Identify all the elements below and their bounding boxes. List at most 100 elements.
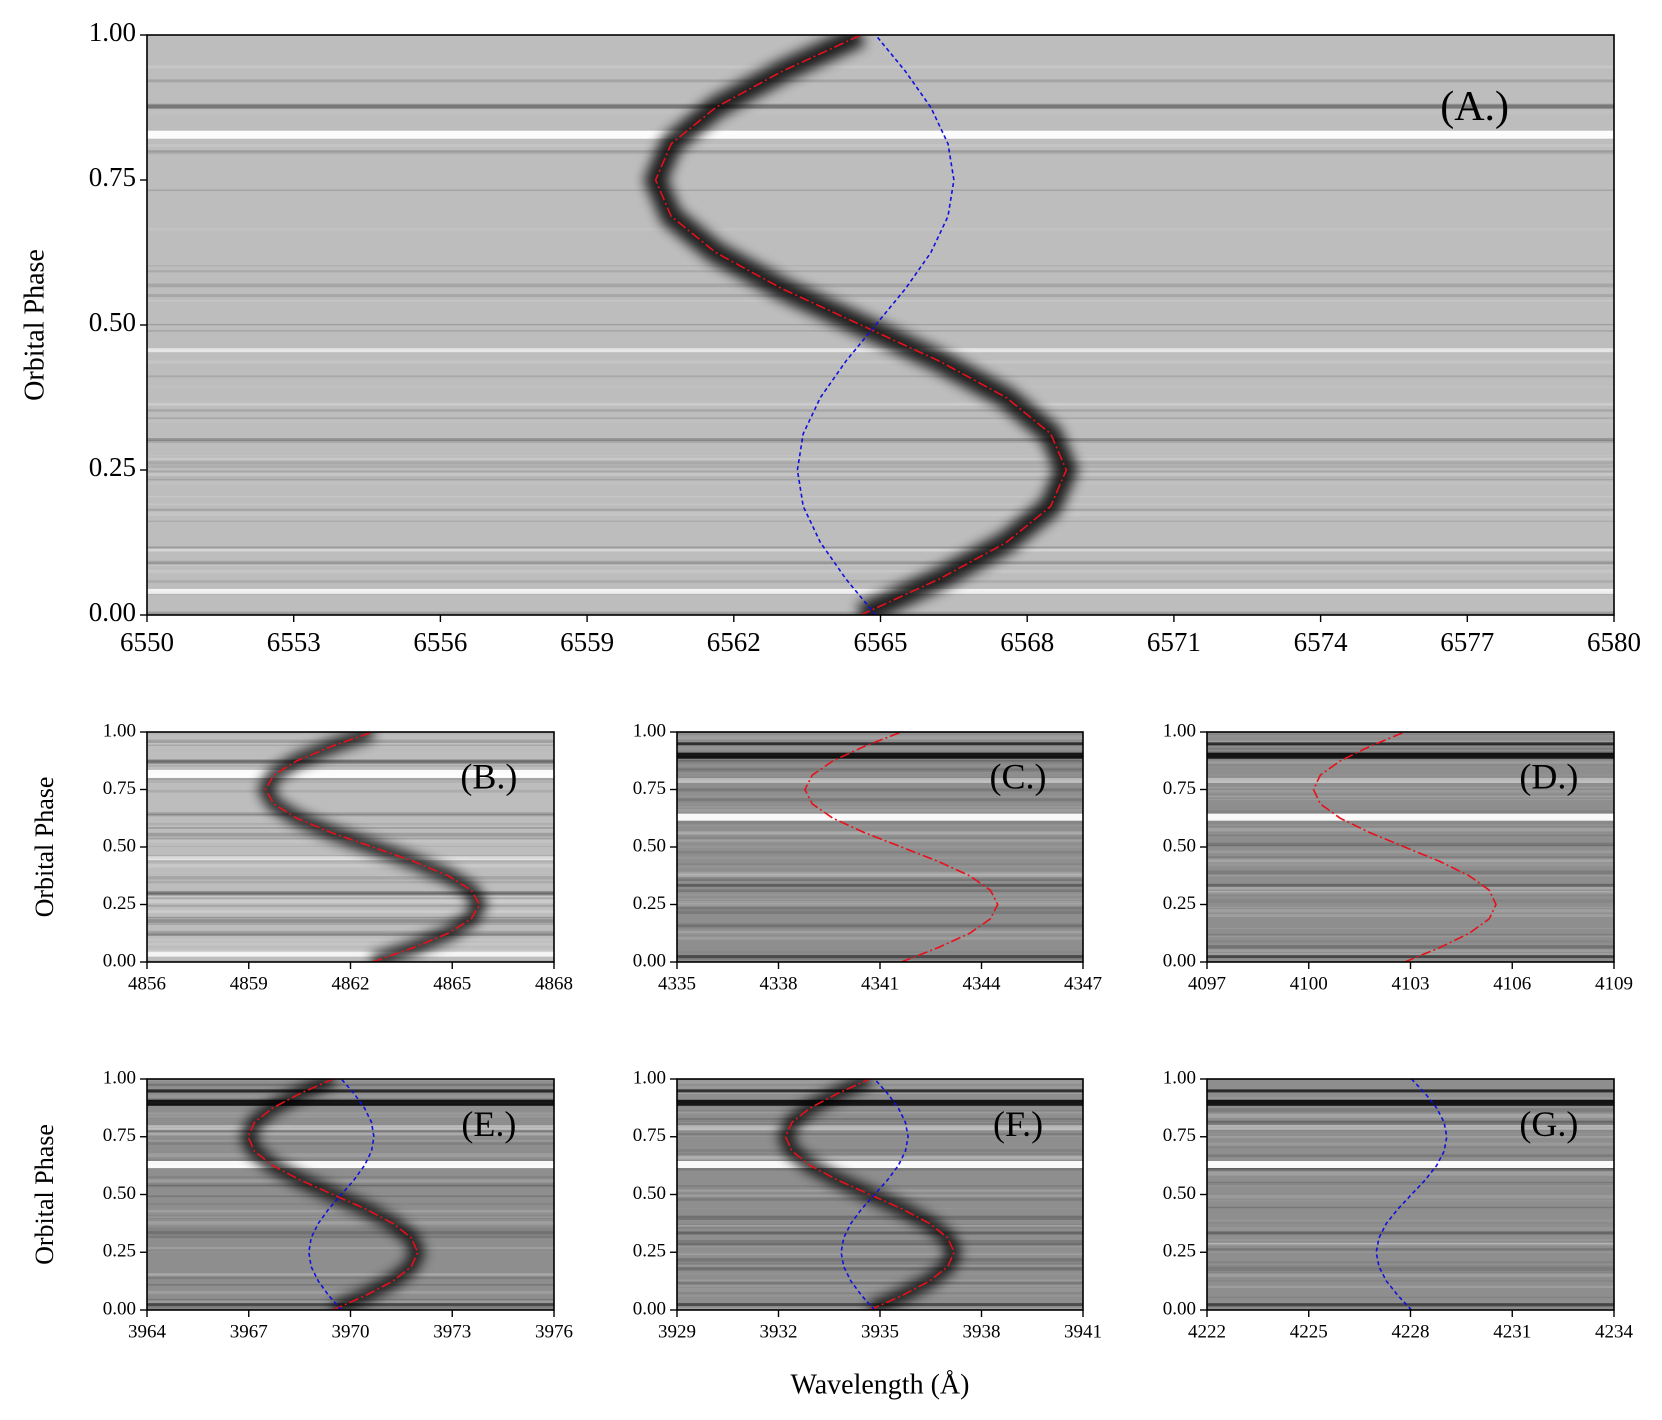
texture-stripe — [677, 1086, 1083, 1090]
texture-stripe — [677, 747, 1083, 750]
x-tick-label: 4231 — [1493, 1322, 1531, 1343]
texture-stripe — [1207, 914, 1614, 918]
texture-stripe — [677, 1242, 1083, 1246]
texture-stripe — [147, 1246, 554, 1250]
texture-stripe — [147, 461, 1614, 465]
texture-stripe — [147, 454, 1614, 457]
texture-stripe — [677, 735, 1083, 740]
texture-stripe — [1207, 810, 1614, 814]
x-tick-label: 3935 — [861, 1322, 899, 1343]
texture-stripe — [147, 439, 1614, 443]
texture-stripe — [677, 808, 1083, 813]
image-band — [147, 951, 554, 957]
texture-stripe — [147, 1216, 554, 1218]
texture-stripe — [677, 1284, 1083, 1287]
image-band — [147, 1231, 554, 1235]
texture-stripe — [147, 1275, 554, 1280]
texture-stripe — [677, 804, 1083, 807]
texture-stripe — [147, 110, 1614, 115]
image-band — [1207, 1303, 1614, 1307]
texture-stripe — [147, 777, 554, 781]
x-tick-label: 4868 — [535, 974, 573, 995]
texture-stripe — [147, 948, 554, 953]
texture-stripe — [1207, 887, 1614, 889]
texture-stripe — [147, 938, 554, 941]
x-tick-label: 3970 — [332, 1322, 370, 1343]
x-tick-label: 4225 — [1290, 1322, 1328, 1343]
spectrum-image — [677, 732, 1083, 962]
texture-stripe — [147, 893, 554, 896]
texture-stripe — [677, 1265, 1083, 1269]
texture-stripe — [1207, 891, 1614, 895]
x-tick-label: 4228 — [1392, 1322, 1430, 1343]
texture-stripe — [1207, 798, 1614, 801]
texture-stripe — [677, 831, 1083, 834]
texture-stripe — [677, 1167, 1083, 1171]
texture-stripe — [677, 1120, 1083, 1122]
x-tick-label: 4100 — [1290, 974, 1328, 995]
texture-stripe — [1207, 933, 1614, 936]
y-tick-label: 0.25 — [1163, 893, 1196, 914]
panel: 4335 4338 4341 4344 4347 0.00 0.25 0.50 0.75 1.00… — [633, 720, 1102, 994]
texture-stripe — [1207, 899, 1614, 903]
texture-stripe — [147, 144, 1614, 147]
x-tick-label: 4222 — [1188, 1322, 1226, 1343]
image-background — [147, 1079, 554, 1310]
texture-stripe — [677, 1123, 1083, 1126]
texture-stripe — [147, 402, 1614, 406]
texture-stripe — [1207, 1129, 1614, 1134]
image-band — [1207, 1161, 1614, 1169]
texture-stripe — [1207, 744, 1614, 747]
texture-stripe — [147, 470, 1614, 473]
texture-stripe — [147, 1215, 554, 1219]
texture-stripe — [677, 958, 1083, 960]
texture-stripe — [1207, 795, 1614, 798]
texture-stripe — [147, 152, 1614, 155]
texture-stripe — [147, 813, 554, 816]
texture-stripe — [1207, 1248, 1614, 1251]
image-band — [147, 1125, 554, 1131]
texture-stripe — [677, 885, 1083, 888]
texture-stripe — [147, 916, 554, 918]
texture-stripe — [1207, 1110, 1614, 1115]
panel: 4222 4225 4228 4231 4234 0.00 0.25 0.50 0.75 1.00… — [1163, 1067, 1634, 1342]
x-tick-label: 4103 — [1392, 974, 1430, 995]
panel-label: (E.) — [461, 1104, 516, 1144]
texture-stripe — [677, 1266, 1083, 1271]
texture-stripe — [147, 512, 1614, 516]
texture-stripe — [147, 931, 554, 936]
texture-stripe — [1207, 824, 1614, 827]
y-tick-label: 1.00 — [1163, 720, 1196, 741]
x-tick-label: 4865 — [433, 974, 471, 995]
texture-stripe — [147, 1115, 554, 1118]
velocity-curve — [1312, 732, 1497, 962]
y-tick-label: 0.25 — [1163, 1241, 1196, 1262]
texture-stripe — [1207, 1147, 1614, 1150]
x-tick-label: 6550 — [120, 627, 174, 657]
texture-stripe — [147, 103, 1614, 105]
image-band — [147, 1089, 554, 1093]
texture-stripe — [677, 1281, 1083, 1285]
texture-stripe — [1207, 885, 1614, 890]
x-tick-label: 6556 — [413, 627, 467, 657]
texture-stripe — [147, 876, 554, 880]
texture-stripe — [147, 862, 554, 866]
texture-stripe — [147, 1290, 554, 1294]
x-tick-label: 4859 — [230, 974, 268, 995]
image-band — [147, 130, 1614, 139]
texture-stripe — [677, 1252, 1083, 1256]
texture-stripe — [677, 1292, 1083, 1295]
y-tick-label: 0.25 — [103, 893, 136, 914]
texture-stripe — [1207, 788, 1614, 791]
y-tick-label: 0.75 — [89, 162, 136, 192]
x-tick-label: 3973 — [433, 1322, 471, 1343]
x-tick-label: 6580 — [1587, 627, 1641, 657]
texture-stripe — [147, 897, 554, 899]
y-axis-label: Orbital Phase — [19, 249, 50, 401]
x-tick-label: 3976 — [535, 1322, 573, 1343]
texture-stripe — [1207, 827, 1614, 832]
texture-stripe — [677, 877, 1083, 882]
panel-label: (G.) — [1519, 1104, 1578, 1144]
texture-stripe — [1207, 842, 1614, 846]
